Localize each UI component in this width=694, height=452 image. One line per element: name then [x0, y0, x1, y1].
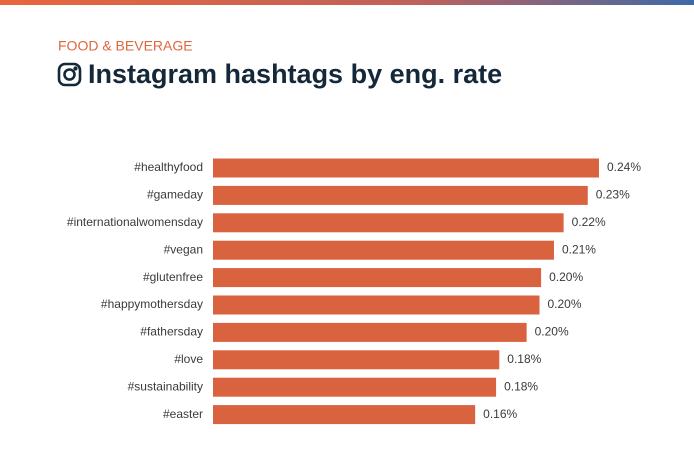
bar: [213, 295, 540, 315]
bar: [213, 350, 500, 370]
value-label: 0.20%: [549, 270, 583, 284]
top-accent: [0, 0, 694, 5]
value-label: 0.23%: [596, 188, 630, 202]
bar: [213, 158, 599, 178]
value-label: 0.18%: [504, 379, 538, 393]
chart-title: Instagram hashtags by eng. rate: [88, 59, 502, 89]
value-label: 0.24%: [607, 160, 641, 174]
value-label: 0.22%: [572, 215, 606, 229]
category-label: #gameday: [147, 188, 203, 202]
value-label: 0.20%: [547, 297, 581, 311]
category-label: #love: [174, 352, 203, 366]
bar: [213, 322, 527, 342]
bar: [213, 213, 564, 233]
category-label: #happymothersday: [101, 297, 203, 311]
category-label: #vegan: [164, 242, 203, 256]
value-label: 0.21%: [562, 242, 596, 256]
category-label: #sustainability: [128, 379, 203, 393]
value-label: 0.18%: [507, 352, 541, 366]
instagram-icon: [57, 62, 82, 87]
value-label: 0.16%: [483, 407, 517, 421]
bar: [213, 268, 542, 288]
bar: [213, 405, 476, 425]
bar: [213, 240, 554, 260]
category-label: #easter: [163, 407, 203, 421]
bar: [213, 185, 588, 205]
value-label: 0.20%: [535, 325, 569, 339]
category-label: #glutenfree: [143, 270, 203, 284]
category-label: #fathersday: [140, 325, 203, 339]
chart-subtitle: FOOD & BEVERAGE: [58, 38, 193, 54]
category-label: #internationalwomensday: [67, 215, 203, 229]
bar: [213, 377, 497, 397]
category-label: #healthyfood: [134, 160, 203, 174]
